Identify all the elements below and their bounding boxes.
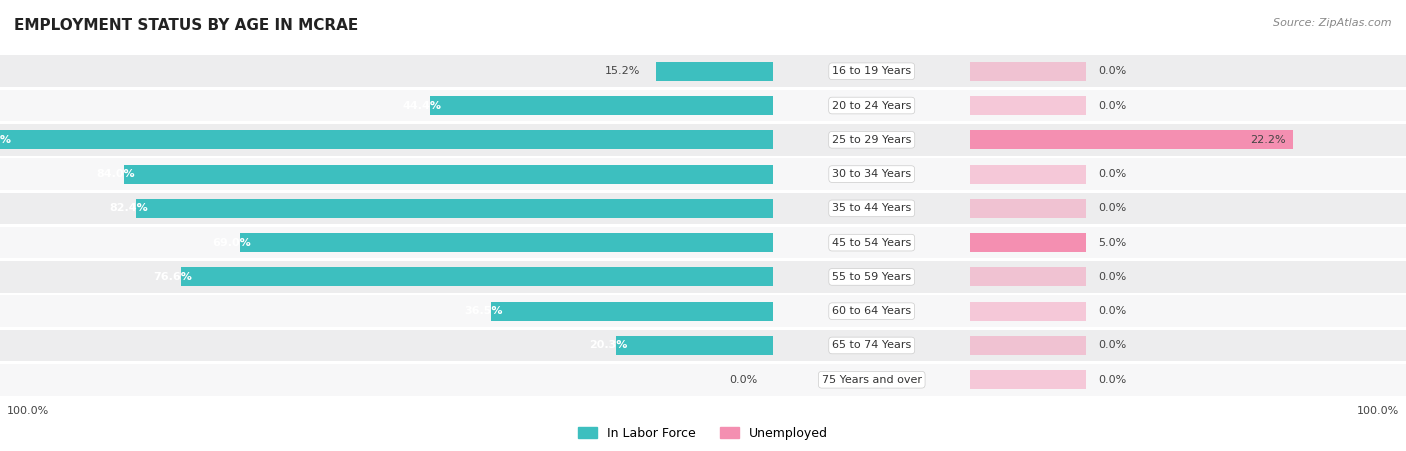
Text: 0.0%: 0.0% — [1098, 169, 1126, 179]
Bar — [970, 302, 1087, 321]
Text: 20 to 24 Years: 20 to 24 Years — [832, 101, 911, 110]
Bar — [430, 96, 773, 115]
Text: 0.0%: 0.0% — [1098, 341, 1126, 350]
Bar — [773, 158, 970, 190]
Bar — [970, 267, 1087, 286]
Bar — [136, 199, 773, 218]
Text: 82.4%: 82.4% — [108, 203, 148, 213]
Text: 75 Years and over: 75 Years and over — [821, 375, 922, 385]
Text: 15.2%: 15.2% — [605, 66, 640, 76]
Text: 45 to 54 Years: 45 to 54 Years — [832, 238, 911, 248]
Bar — [773, 124, 970, 156]
Text: 20.3%: 20.3% — [589, 341, 628, 350]
Text: 0.0%: 0.0% — [1098, 203, 1126, 213]
Bar — [240, 233, 773, 252]
Bar — [616, 336, 773, 355]
Bar — [970, 364, 1406, 396]
Text: 60 to 64 Years: 60 to 64 Years — [832, 306, 911, 316]
Text: 25 to 29 Years: 25 to 29 Years — [832, 135, 911, 145]
Text: 65 to 74 Years: 65 to 74 Years — [832, 341, 911, 350]
Bar — [970, 130, 1292, 149]
Text: Source: ZipAtlas.com: Source: ZipAtlas.com — [1274, 18, 1392, 28]
Bar — [970, 193, 1406, 224]
Bar — [0, 55, 773, 87]
Bar — [773, 193, 970, 224]
Bar — [970, 261, 1406, 293]
Text: 36.5%: 36.5% — [464, 306, 503, 316]
Text: 69.0%: 69.0% — [212, 238, 252, 248]
Bar — [970, 55, 1406, 87]
Text: 5.0%: 5.0% — [1098, 238, 1126, 248]
Bar — [773, 55, 970, 87]
Text: 16 to 19 Years: 16 to 19 Years — [832, 66, 911, 76]
Bar — [0, 90, 773, 121]
Bar — [0, 158, 773, 190]
Bar — [0, 261, 773, 293]
Bar — [181, 267, 773, 286]
Text: 0.0%: 0.0% — [1098, 272, 1126, 282]
Bar — [970, 124, 1406, 156]
Text: 22.2%: 22.2% — [1250, 135, 1285, 145]
Text: 0.0%: 0.0% — [1098, 101, 1126, 110]
Text: 0.0%: 0.0% — [730, 375, 758, 385]
Bar — [0, 193, 773, 224]
Text: 100.0%: 100.0% — [1357, 406, 1399, 416]
Text: 0.0%: 0.0% — [1098, 375, 1126, 385]
Bar — [124, 165, 773, 184]
Bar — [0, 227, 773, 258]
Bar — [773, 227, 970, 258]
Text: EMPLOYMENT STATUS BY AGE IN MCRAE: EMPLOYMENT STATUS BY AGE IN MCRAE — [14, 18, 359, 33]
Bar — [773, 90, 970, 121]
Text: 84.0%: 84.0% — [97, 169, 135, 179]
Bar — [773, 330, 970, 361]
Text: 76.6%: 76.6% — [153, 272, 193, 282]
Bar — [0, 295, 773, 327]
Text: 35 to 44 Years: 35 to 44 Years — [832, 203, 911, 213]
Legend: In Labor Force, Unemployed: In Labor Force, Unemployed — [572, 422, 834, 445]
Text: 30 to 34 Years: 30 to 34 Years — [832, 169, 911, 179]
Text: 0.0%: 0.0% — [1098, 66, 1126, 76]
Bar — [970, 370, 1087, 389]
Bar — [773, 295, 970, 327]
Bar — [970, 295, 1406, 327]
Bar — [773, 364, 970, 396]
Text: 0.0%: 0.0% — [1098, 306, 1126, 316]
Bar — [491, 302, 773, 321]
Bar — [0, 130, 773, 149]
Bar — [0, 330, 773, 361]
Bar — [970, 227, 1406, 258]
Bar — [970, 158, 1406, 190]
Bar — [970, 62, 1087, 81]
Bar — [0, 364, 773, 396]
Bar — [970, 90, 1406, 121]
Bar — [970, 330, 1406, 361]
Bar — [970, 165, 1087, 184]
Bar — [773, 261, 970, 293]
Bar — [970, 233, 1087, 252]
Text: 100.0%: 100.0% — [7, 406, 49, 416]
Text: 44.4%: 44.4% — [402, 101, 441, 110]
Text: 100.0%: 100.0% — [0, 135, 11, 145]
Bar — [970, 199, 1087, 218]
Bar — [655, 62, 773, 81]
Bar — [970, 96, 1087, 115]
Bar — [0, 124, 773, 156]
Bar — [970, 336, 1087, 355]
Text: 55 to 59 Years: 55 to 59 Years — [832, 272, 911, 282]
